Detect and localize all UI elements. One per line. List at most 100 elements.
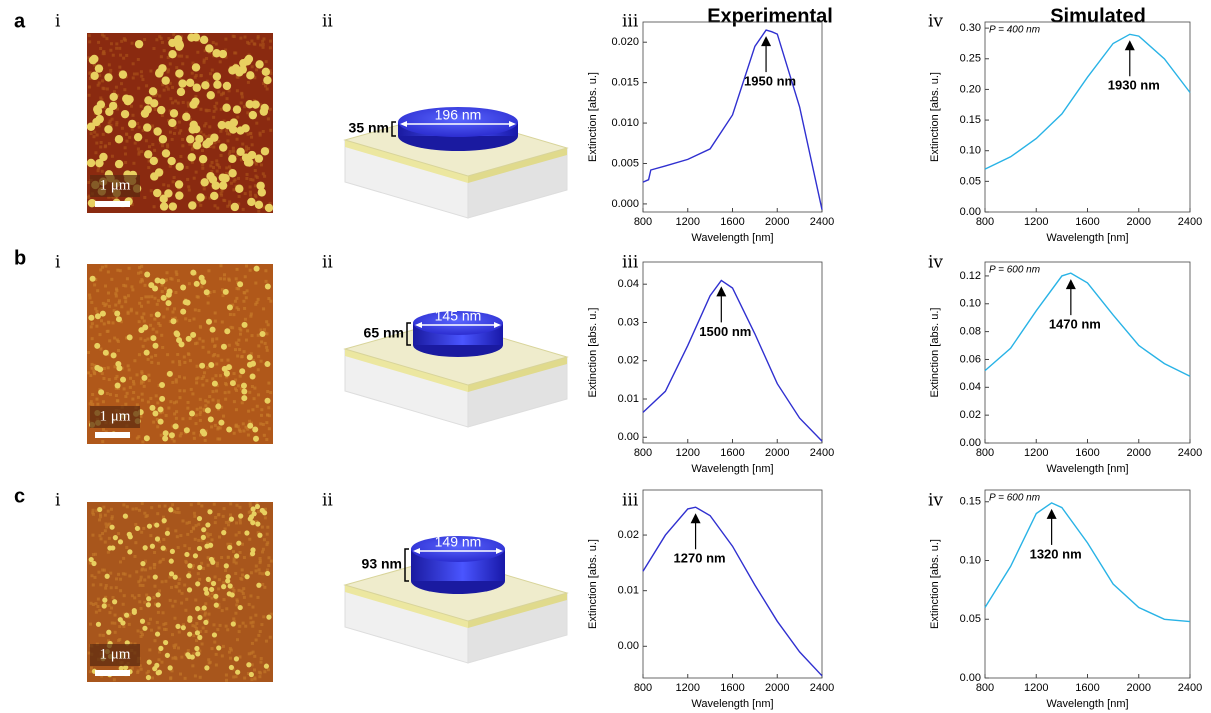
afm-noise	[191, 564, 195, 568]
afm-image: 1 μm	[87, 502, 273, 682]
afm-noise	[184, 561, 188, 565]
afm-noise	[247, 602, 251, 606]
afm-particle	[159, 278, 166, 285]
afm-particle	[120, 109, 130, 119]
afm-noise	[106, 291, 110, 295]
afm-noise	[141, 584, 145, 588]
afm-noise	[134, 523, 138, 527]
afm-particle	[200, 534, 206, 540]
afm-noise	[221, 288, 225, 292]
afm-noise	[198, 324, 202, 328]
afm-noise	[87, 34, 91, 38]
afm-particle	[246, 354, 253, 361]
afm-noise	[216, 628, 220, 632]
afm-noise	[129, 642, 133, 646]
afm-noise	[254, 569, 258, 573]
afm-noise	[192, 317, 196, 321]
afm-noise	[193, 514, 197, 518]
afm-noise	[152, 566, 156, 570]
afm-noise	[147, 575, 151, 579]
y-tick-label: 0.25	[960, 53, 981, 65]
afm-noise	[189, 387, 193, 391]
panel-label: i	[55, 12, 61, 32]
afm-particle	[241, 321, 248, 328]
y-tick-label: 0.02	[960, 409, 981, 421]
afm-noise	[249, 177, 253, 181]
afm-noise	[227, 277, 231, 281]
height-bracket	[404, 548, 409, 582]
afm-noise	[256, 36, 260, 40]
afm-particle	[146, 523, 153, 529]
afm-noise	[168, 109, 172, 113]
afm-particle	[152, 342, 159, 349]
afm-noise	[114, 386, 118, 390]
peak-label: 1270 nm	[674, 551, 726, 566]
afm-particle	[94, 313, 101, 320]
afm-noise	[101, 301, 105, 305]
afm-noise	[149, 189, 153, 193]
afm-noise	[121, 602, 125, 606]
afm-noise	[151, 676, 155, 680]
afm-noise	[264, 279, 268, 283]
afm-noise	[248, 190, 252, 194]
afm-noise	[145, 84, 149, 88]
afm-noise	[200, 561, 204, 565]
afm-noise	[266, 117, 270, 121]
afm-particle	[228, 125, 238, 134]
afm-noise	[143, 511, 147, 515]
afm-noise	[125, 545, 129, 549]
afm-noise	[224, 520, 228, 524]
afm-particle	[247, 516, 253, 522]
afm-particle	[92, 117, 101, 127]
afm-noise	[227, 390, 231, 394]
afm-particle	[221, 365, 228, 372]
afm-noise	[123, 38, 127, 42]
afm-noise	[227, 519, 231, 523]
afm-noise	[149, 313, 153, 317]
afm-noise	[125, 277, 129, 281]
afm-noise	[194, 639, 198, 643]
afm-particle	[264, 397, 271, 404]
afm-noise	[138, 266, 142, 270]
afm-noise	[197, 502, 201, 506]
afm-particle	[95, 621, 102, 627]
afm-noise	[190, 71, 194, 75]
afm-noise	[96, 289, 100, 293]
afm-noise	[216, 399, 220, 403]
x-tick-label: 1200	[1024, 216, 1048, 228]
afm-noise	[97, 40, 101, 44]
afm-noise	[157, 626, 161, 630]
afm-noise	[145, 671, 149, 675]
afm-particle	[99, 152, 108, 162]
afm-noise	[122, 56, 126, 60]
afm-particle	[228, 516, 235, 522]
afm-particle	[160, 545, 166, 551]
afm-particle	[257, 188, 267, 197]
afm-noise	[128, 574, 132, 578]
afm-noise	[269, 39, 273, 43]
afm-noise	[150, 295, 154, 299]
afm-noise	[196, 295, 200, 299]
arrow-head	[1065, 279, 1076, 290]
y-axis-label: Extinction [abs. u.]	[587, 72, 599, 162]
afm-noise	[267, 414, 271, 418]
afm-noise	[215, 362, 219, 366]
afm-noise	[200, 149, 204, 153]
afm-particle	[167, 156, 176, 166]
afm-noise	[247, 409, 251, 413]
afm-particle	[254, 154, 264, 163]
afm-noise	[244, 624, 248, 628]
afm-noise	[238, 505, 242, 509]
afm-noise	[180, 54, 184, 58]
afm-noise	[139, 270, 143, 274]
afm-noise	[88, 293, 92, 297]
afm-noise	[137, 86, 141, 90]
afm-noise	[148, 566, 152, 570]
afm-particle	[228, 664, 235, 671]
data-line	[642, 279, 823, 442]
afm-noise	[177, 120, 181, 124]
afm-particle	[229, 118, 239, 127]
afm-noise	[198, 649, 202, 653]
x-axis-label: Wavelength [nm]	[691, 698, 773, 710]
afm-noise	[187, 185, 191, 189]
